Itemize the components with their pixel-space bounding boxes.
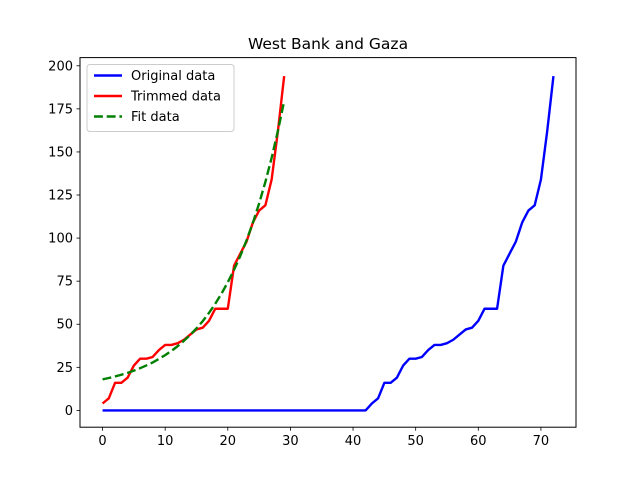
x-tick-label: 20 (220, 434, 237, 449)
legend-label: Original data (131, 69, 215, 84)
legend: Original data Trimmed data Fit data (86, 64, 235, 132)
y-tick-label: 200 (48, 59, 73, 74)
x-tick-label: 50 (407, 434, 424, 449)
x-tick-label: 40 (345, 434, 362, 449)
y-tick-label: 100 (48, 232, 73, 247)
y-axis: 0 25 50 75 100 125 150 175 200 (48, 59, 80, 419)
x-axis: 0 10 20 30 40 50 60 70 (98, 427, 549, 449)
y-tick-label: 175 (48, 102, 73, 117)
y-tick-label: 75 (56, 275, 73, 290)
series-line-original-data (102, 75, 555, 412)
y-tick-label: 25 (56, 361, 73, 376)
plot-area (101, 75, 555, 412)
axes-frame (79, 57, 577, 428)
y-tick-label: 150 (48, 145, 73, 160)
x-tick-label: 10 (157, 434, 174, 449)
y-tick-label: 0 (65, 404, 73, 419)
legend-label: Trimmed data (130, 90, 221, 105)
chart-title: West Bank and Gaza (248, 35, 408, 53)
legend-box (86, 64, 235, 132)
legend-label: Fit data (131, 110, 180, 125)
x-tick-label: 0 (98, 434, 106, 449)
x-tick-label: 30 (282, 434, 299, 449)
series-line-fit-data (102, 100, 286, 381)
y-tick-label: 125 (48, 189, 73, 204)
x-tick-label: 60 (470, 434, 487, 449)
y-tick-label: 50 (56, 318, 73, 333)
x-tick-label: 70 (533, 434, 550, 449)
